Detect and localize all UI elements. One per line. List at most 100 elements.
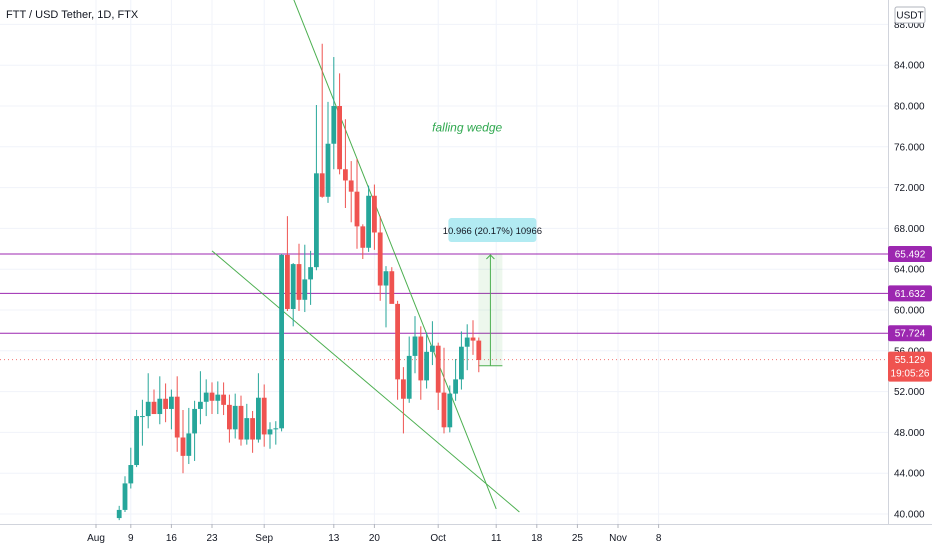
y-tick-label: 44.000 bbox=[894, 469, 925, 480]
candle-body bbox=[447, 393, 453, 428]
candle-body bbox=[122, 483, 128, 510]
candle-body bbox=[145, 401, 151, 417]
candle-up bbox=[128, 447, 134, 489]
candle-down bbox=[238, 395, 244, 446]
candle-down bbox=[285, 216, 290, 312]
candle-down bbox=[209, 382, 215, 415]
candle-body bbox=[285, 254, 290, 309]
candle-down bbox=[435, 342, 441, 410]
candle-down bbox=[348, 161, 354, 223]
candle-body bbox=[261, 397, 267, 435]
grid bbox=[0, 0, 888, 524]
candle-up bbox=[383, 266, 389, 328]
candle-down bbox=[221, 382, 226, 416]
candle-body bbox=[401, 379, 406, 399]
x-tick-label: Sep bbox=[255, 533, 273, 544]
candle-body bbox=[128, 465, 134, 484]
candle-down bbox=[441, 347, 447, 434]
candle-body bbox=[180, 437, 186, 456]
y-tick-label: 60.000 bbox=[894, 306, 925, 317]
y-tick-label: 88.000 bbox=[894, 20, 925, 31]
candle-down bbox=[227, 394, 232, 443]
candle-up bbox=[464, 324, 470, 371]
price-range-measurement: 10.966 (20.17%) 10966 bbox=[443, 217, 542, 367]
candle-down bbox=[395, 300, 400, 400]
candle-body bbox=[250, 418, 255, 440]
candle-up bbox=[203, 379, 209, 417]
candle-body bbox=[441, 392, 447, 428]
candle-down bbox=[296, 243, 302, 312]
x-tick-label: Aug bbox=[87, 533, 105, 544]
candle-body bbox=[424, 351, 429, 381]
candle-up bbox=[308, 250, 313, 305]
candle-up bbox=[116, 505, 122, 521]
candle-up bbox=[244, 403, 250, 445]
candle-body bbox=[267, 429, 273, 435]
candle-body bbox=[134, 416, 139, 466]
candle-body bbox=[366, 195, 371, 248]
candle-body bbox=[186, 433, 192, 456]
candle-down bbox=[163, 383, 168, 423]
candle-body bbox=[198, 401, 203, 409]
level-price-tag bbox=[888, 245, 932, 262]
current-price-tag bbox=[888, 351, 932, 382]
candle-up bbox=[424, 332, 429, 389]
candle-down bbox=[418, 326, 424, 400]
candle-body bbox=[418, 336, 424, 381]
price-labels: 65.492 61.632 57.724 55.129 19:05:26 falling … bbox=[432, 121, 932, 382]
candle-up bbox=[325, 101, 331, 203]
horizontal-levels bbox=[0, 253, 888, 361]
lower-trendline bbox=[211, 250, 520, 513]
x-tick-label: 18 bbox=[531, 533, 543, 544]
candle-body bbox=[464, 337, 470, 347]
candle-down bbox=[401, 367, 406, 434]
y-tick-label: 72.000 bbox=[894, 183, 925, 194]
bar-countdown-label: 19:05:26 bbox=[891, 369, 930, 380]
candle-body bbox=[435, 345, 441, 393]
candle-up bbox=[331, 57, 337, 170]
candle-body bbox=[459, 346, 464, 380]
candle-body bbox=[221, 394, 226, 405]
current-price-label: 55.129 bbox=[895, 355, 926, 366]
candles bbox=[116, 43, 482, 521]
candle-down bbox=[360, 224, 366, 259]
candle-up bbox=[192, 400, 197, 461]
candle-body bbox=[244, 418, 250, 440]
candle-up bbox=[140, 399, 145, 446]
x-tick-label: 20 bbox=[369, 533, 381, 544]
candle-body bbox=[360, 226, 366, 248]
x-tick-label: 9 bbox=[128, 533, 134, 544]
candle-body bbox=[227, 404, 232, 430]
candle-body bbox=[331, 106, 337, 144]
currency-badge bbox=[894, 6, 926, 24]
measurement-arrowhead bbox=[486, 254, 495, 260]
candle-up bbox=[314, 104, 319, 271]
candle-down bbox=[389, 267, 395, 304]
candle-body bbox=[476, 340, 482, 360]
y-tick-label: 40.000 bbox=[894, 510, 925, 521]
x-tick-label: 16 bbox=[166, 533, 178, 544]
candle-body bbox=[140, 416, 145, 418]
candle-body bbox=[192, 408, 197, 434]
y-tick-label: 84.000 bbox=[894, 61, 925, 72]
y-tick-label: 64.000 bbox=[894, 265, 925, 276]
level-price-label: 61.632 bbox=[895, 289, 926, 300]
price-axis-background bbox=[888, 0, 932, 550]
candle-up bbox=[459, 331, 464, 390]
candle-body bbox=[430, 345, 435, 352]
candle-up bbox=[198, 371, 203, 425]
candle-down bbox=[343, 119, 348, 208]
candle-down bbox=[174, 376, 180, 452]
x-tick-label: 13 bbox=[328, 533, 340, 544]
candle-body bbox=[348, 180, 354, 192]
candle-body bbox=[406, 355, 412, 399]
candle-body bbox=[372, 195, 377, 233]
candle-down bbox=[476, 337, 482, 373]
y-tick-label: 68.000 bbox=[894, 224, 925, 235]
candle-body bbox=[256, 397, 261, 440]
candle-body bbox=[337, 106, 342, 170]
candle-body bbox=[215, 394, 221, 401]
level-price-tag bbox=[888, 285, 932, 302]
